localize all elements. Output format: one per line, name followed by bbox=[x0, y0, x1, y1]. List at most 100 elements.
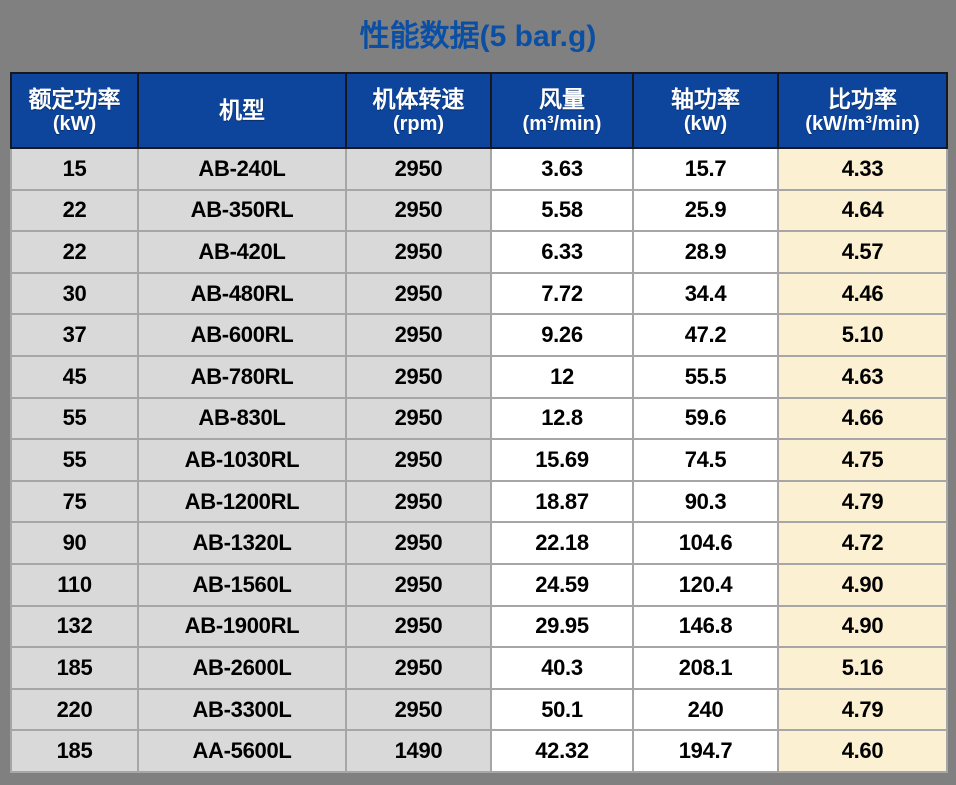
table-row: 30 AB-480RL 2950 7.72 34.4 4.46 bbox=[10, 271, 948, 316]
cell-rated-power: 37 bbox=[10, 313, 139, 357]
table-row: 185 AA-5600L 1490 42.32 194.7 4.60 bbox=[10, 729, 948, 773]
table-row: 55 AB-830L 2950 12.8 59.6 4.66 bbox=[10, 396, 948, 441]
cell-rated-power: 22 bbox=[10, 230, 139, 274]
page-title: 性能数据(5 bar.g) bbox=[359, 20, 597, 53]
cell-rated-power: 75 bbox=[10, 479, 139, 524]
cell-rotation-speed: 2950 bbox=[345, 147, 492, 191]
column-unit: (kW) bbox=[52, 113, 97, 136]
table-row: 90 AB-1320L 2950 22.18 104.6 4.72 bbox=[10, 521, 948, 565]
cell-specific-power: 4.66 bbox=[777, 396, 948, 441]
cell-rated-power: 110 bbox=[10, 562, 139, 607]
cell-model: AB-2600L bbox=[137, 646, 347, 690]
cell-shaft-power: 74.5 bbox=[632, 438, 779, 482]
cell-shaft-power: 28.9 bbox=[632, 230, 779, 274]
cell-rotation-speed: 2950 bbox=[345, 354, 492, 399]
column-unit: (rpm) bbox=[392, 113, 445, 136]
column-name: 额定功率 bbox=[28, 85, 121, 112]
column-header-specific-power: 比功率 (kW/m³/min) bbox=[777, 72, 948, 149]
table-row: 75 AB-1200RL 2950 18.87 90.3 4.79 bbox=[10, 479, 948, 524]
table-body: 15 AB-240L 2950 3.63 15.7 4.33 22 AB-350RL 2950 5… bbox=[10, 147, 948, 773]
cell-model: AB-1900RL bbox=[137, 604, 347, 649]
table-row: 220 AB-3300L 2950 50.1 240 4.79 bbox=[10, 687, 948, 732]
cell-air-flow: 3.63 bbox=[490, 147, 634, 191]
cell-rotation-speed: 2950 bbox=[345, 604, 492, 649]
column-name: 比功率 bbox=[828, 85, 897, 112]
cell-model: AB-240L bbox=[137, 147, 347, 191]
cell-specific-power: 4.63 bbox=[777, 354, 948, 399]
table-row: 45 AB-780RL 2950 12 55.5 4.63 bbox=[10, 354, 948, 399]
column-header-rotation-speed: 机体转速 (rpm) bbox=[345, 72, 492, 149]
table-row: 22 AB-350RL 2950 5.58 25.9 4.64 bbox=[10, 188, 948, 233]
cell-air-flow: 29.95 bbox=[490, 604, 634, 649]
table-header: 额定功率 (kW) 机型 机体转速 (rpm) 风量 (m³/min) 轴功率 (kW) 比功率(… bbox=[10, 72, 948, 149]
cell-model: AB-1560L bbox=[137, 562, 347, 607]
cell-model: AB-420L bbox=[137, 230, 347, 274]
cell-specific-power: 4.57 bbox=[777, 230, 948, 274]
cell-rated-power: 132 bbox=[10, 604, 139, 649]
cell-rated-power: 185 bbox=[10, 729, 139, 773]
table-row: 110 AB-1560L 2950 24.59 120.4 4.90 bbox=[10, 562, 948, 607]
cell-air-flow: 9.26 bbox=[490, 313, 634, 357]
cell-rated-power: 22 bbox=[10, 188, 139, 233]
cell-air-flow: 15.69 bbox=[490, 438, 634, 482]
cell-rotation-speed: 2950 bbox=[345, 188, 492, 233]
cell-shaft-power: 25.9 bbox=[632, 188, 779, 233]
cell-specific-power: 4.46 bbox=[777, 271, 948, 316]
cell-model: AB-830L bbox=[137, 396, 347, 441]
column-name: 轴功率 bbox=[671, 85, 740, 112]
cell-model: AB-1200RL bbox=[137, 479, 347, 524]
cell-air-flow: 5.58 bbox=[490, 188, 634, 233]
cell-air-flow: 6.33 bbox=[490, 230, 634, 274]
table-row: 185 AB-2600L 2950 40.3 208.1 5.16 bbox=[10, 646, 948, 690]
cell-shaft-power: 90.3 bbox=[632, 479, 779, 524]
cell-rotation-speed: 2950 bbox=[345, 271, 492, 316]
cell-model: AB-1320L bbox=[137, 521, 347, 565]
table-header-row: 额定功率 (kW) 机型 机体转速 (rpm) 风量 (m³/min) 轴功率 (kW) 比功率(… bbox=[10, 72, 948, 149]
cell-rated-power: 30 bbox=[10, 271, 139, 316]
cell-air-flow: 12 bbox=[490, 354, 634, 399]
cell-rotation-speed: 2950 bbox=[345, 396, 492, 441]
column-header-air-flow: 风量 (m³/min) bbox=[490, 72, 634, 149]
cell-model: AB-3300L bbox=[137, 687, 347, 732]
cell-rated-power: 185 bbox=[10, 646, 139, 690]
cell-specific-power: 4.79 bbox=[777, 687, 948, 732]
cell-rotation-speed: 2950 bbox=[345, 646, 492, 690]
cell-air-flow: 12.8 bbox=[490, 396, 634, 441]
cell-shaft-power: 120.4 bbox=[632, 562, 779, 607]
cell-model: AB-780RL bbox=[137, 354, 347, 399]
column-unit: (kW) bbox=[683, 113, 728, 136]
cell-model: AB-480RL bbox=[137, 271, 347, 316]
cell-model: AB-1030RL bbox=[137, 438, 347, 482]
cell-shaft-power: 34.4 bbox=[632, 271, 779, 316]
cell-specific-power: 4.60 bbox=[777, 729, 948, 773]
table-row: 15 AB-240L 2950 3.63 15.7 4.33 bbox=[10, 147, 948, 191]
cell-rated-power: 55 bbox=[10, 438, 139, 482]
cell-air-flow: 40.3 bbox=[490, 646, 634, 690]
cell-specific-power: 4.64 bbox=[777, 188, 948, 233]
column-name: 机体转速 bbox=[372, 85, 465, 112]
column-name: 机型 bbox=[219, 97, 265, 124]
cell-rotation-speed: 1490 bbox=[345, 729, 492, 773]
cell-rated-power: 15 bbox=[10, 147, 139, 191]
cell-shaft-power: 240 bbox=[632, 687, 779, 732]
cell-model: AB-350RL bbox=[137, 188, 347, 233]
cell-rated-power: 45 bbox=[10, 354, 139, 399]
cell-specific-power: 4.72 bbox=[777, 521, 948, 565]
cell-specific-power: 5.10 bbox=[777, 313, 948, 357]
cell-air-flow: 50.1 bbox=[490, 687, 634, 732]
column-name: 风量 bbox=[539, 85, 585, 112]
table-row: 37 AB-600RL 2950 9.26 47.2 5.10 bbox=[10, 313, 948, 357]
cell-rated-power: 55 bbox=[10, 396, 139, 441]
cell-rotation-speed: 2950 bbox=[345, 230, 492, 274]
cell-rotation-speed: 2950 bbox=[345, 521, 492, 565]
cell-rated-power: 220 bbox=[10, 687, 139, 732]
column-unit: (m³/min) bbox=[522, 113, 602, 136]
cell-rotation-speed: 2950 bbox=[345, 687, 492, 732]
cell-rotation-speed: 2950 bbox=[345, 438, 492, 482]
cell-air-flow: 7.72 bbox=[490, 271, 634, 316]
column-header-model: 机型 bbox=[137, 72, 347, 149]
cell-specific-power: 4.90 bbox=[777, 604, 948, 649]
cell-rotation-speed: 2950 bbox=[345, 313, 492, 357]
cell-specific-power: 4.75 bbox=[777, 438, 948, 482]
cell-air-flow: 22.18 bbox=[490, 521, 634, 565]
